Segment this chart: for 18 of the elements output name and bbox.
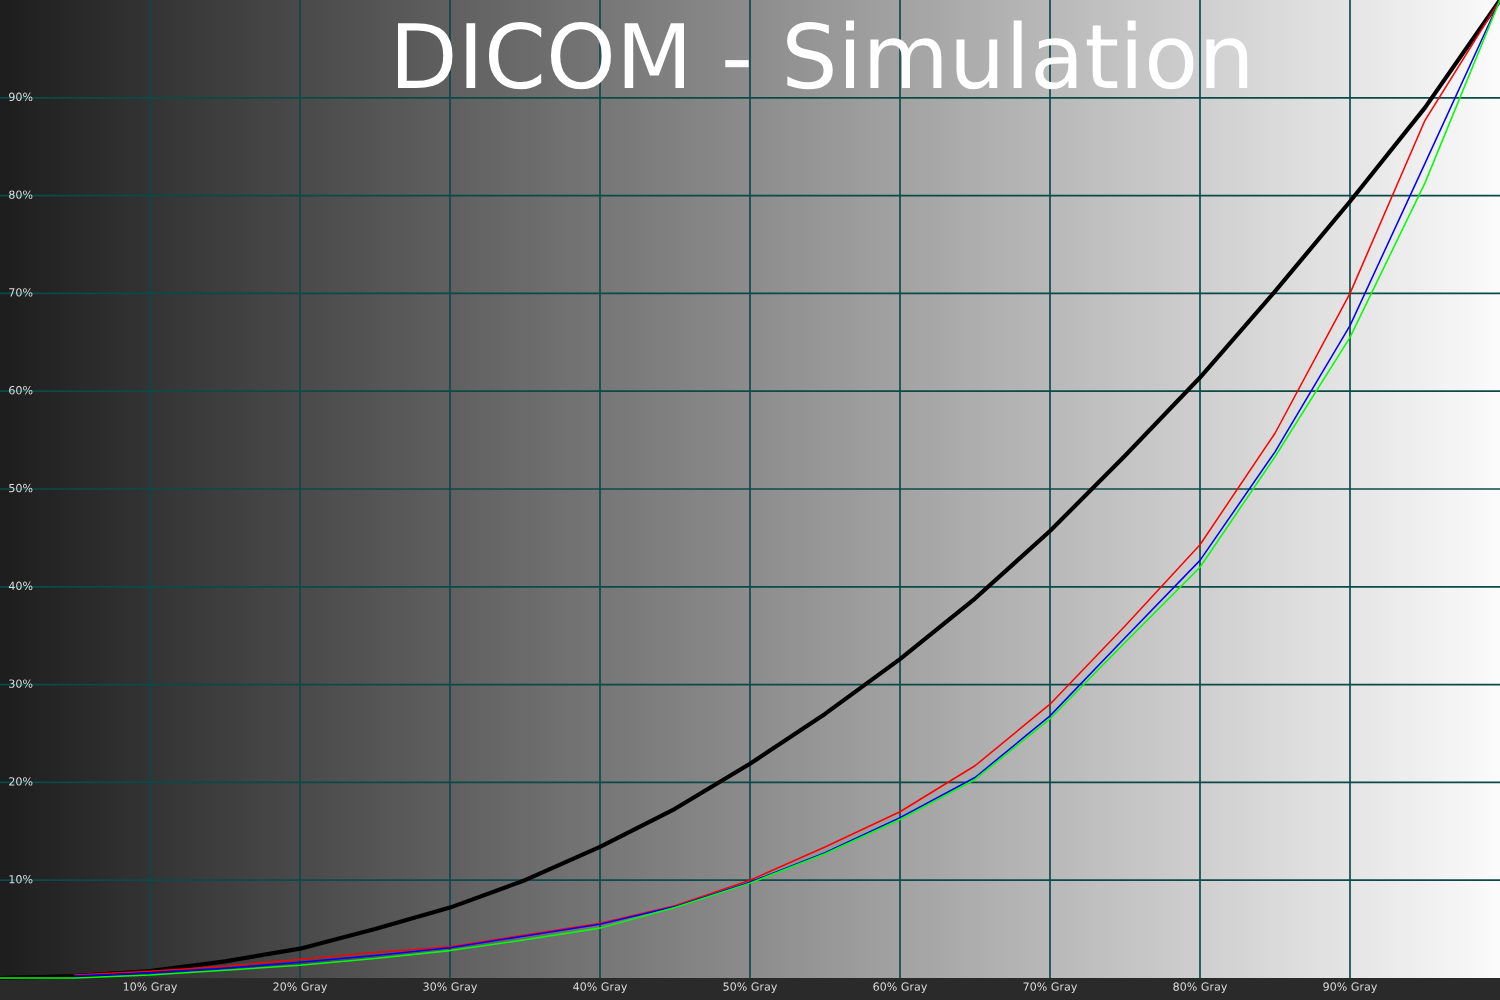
y-tick-label: 80%: [9, 190, 33, 199]
x-tick-label: 20% Gray: [273, 982, 328, 993]
x-tick-label: 40% Gray: [573, 982, 628, 993]
x-tick-label: 10% Gray: [123, 982, 178, 993]
x-tick-label: 70% Gray: [1023, 982, 1078, 993]
x-tick-label: 50% Gray: [723, 982, 778, 993]
y-tick-label: 70%: [9, 288, 33, 297]
y-tick-label: 40%: [8, 581, 33, 591]
x-tick-label: 80% Gray: [1173, 982, 1228, 993]
x-tick-label: 60% Gray: [873, 982, 928, 993]
y-tick-label: 50%: [9, 483, 33, 493]
y-tick-label: 60%: [9, 386, 33, 395]
y-tick-label: 30%: [9, 679, 33, 688]
y-tick-label: 20%: [9, 777, 33, 786]
y-tick-label: 90%: [9, 92, 33, 102]
y-tick-label: 10%: [9, 875, 33, 884]
x-tick-label: 90% Gray: [1323, 982, 1378, 993]
x-tick-label: 30% Gray: [423, 982, 478, 993]
